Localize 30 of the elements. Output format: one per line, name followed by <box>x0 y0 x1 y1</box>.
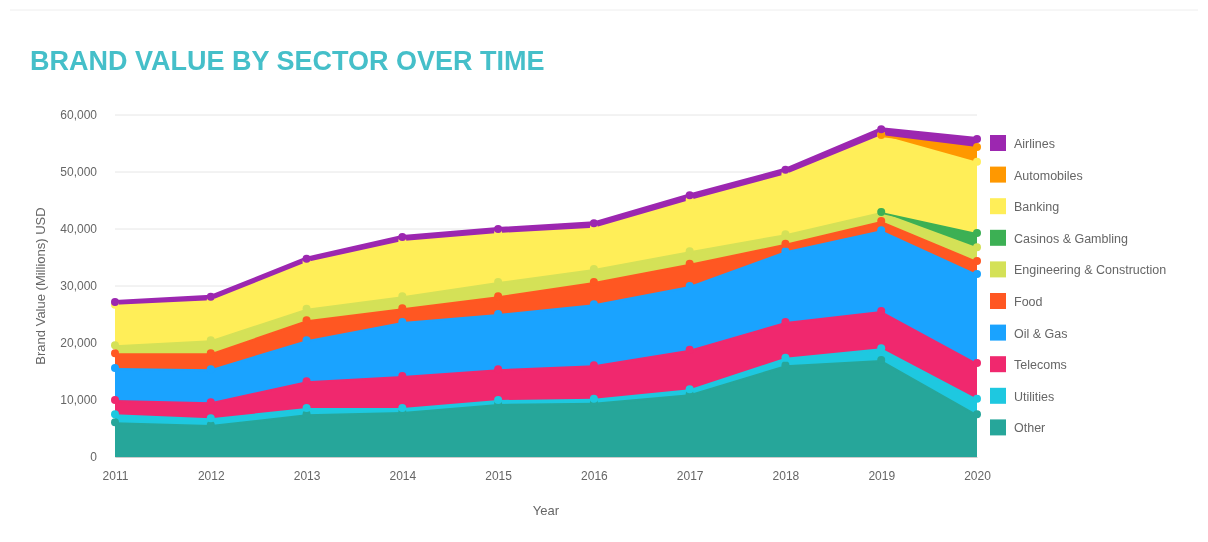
x-axis-title: Year <box>532 503 560 518</box>
legend-label: Casinos & Gambling <box>1014 231 1128 246</box>
y-tick-label: 0 <box>90 450 98 465</box>
x-tick-label: 2014 <box>389 468 417 483</box>
y-axis-title: Brand Value (Millions) USD <box>33 207 48 365</box>
x-tick-label: 2012 <box>197 468 225 483</box>
legend-label: Telecoms <box>1014 358 1067 373</box>
x-tick-label: 2016 <box>581 468 609 483</box>
legend-label: Food <box>1014 295 1043 309</box>
legend-label: Engineering & Construction <box>1014 263 1167 278</box>
x-tick-label: 2013 <box>293 468 321 483</box>
y-tick-label: 20,000 <box>60 336 98 351</box>
x-tick-label: 2015 <box>485 468 513 483</box>
x-tick-label: 2020 <box>964 468 992 483</box>
legend-label: Utilities <box>1014 389 1055 404</box>
legend-label: Banking <box>1014 200 1060 215</box>
legend-label: Airlines <box>1014 137 1055 151</box>
legend-label: Oil & Gas <box>1014 326 1068 341</box>
y-tick-label: 30,000 <box>60 279 98 294</box>
y-tick-label: 40,000 <box>60 222 98 237</box>
legend-label: Other <box>1014 421 1046 436</box>
x-tick-label: 2019 <box>868 468 896 483</box>
x-tick-label: 2011 <box>102 468 129 483</box>
legend-label: Automobiles <box>1014 168 1083 183</box>
x-tick-label: 2017 <box>676 468 704 483</box>
y-tick-label: 60,000 <box>60 108 98 123</box>
y-tick-label: 50,000 <box>60 165 98 180</box>
x-tick-label: 2018 <box>772 468 800 483</box>
chart-title: BRAND VALUE BY SECTOR OVER TIME <box>30 46 545 76</box>
y-tick-label: 10,000 <box>60 393 98 408</box>
